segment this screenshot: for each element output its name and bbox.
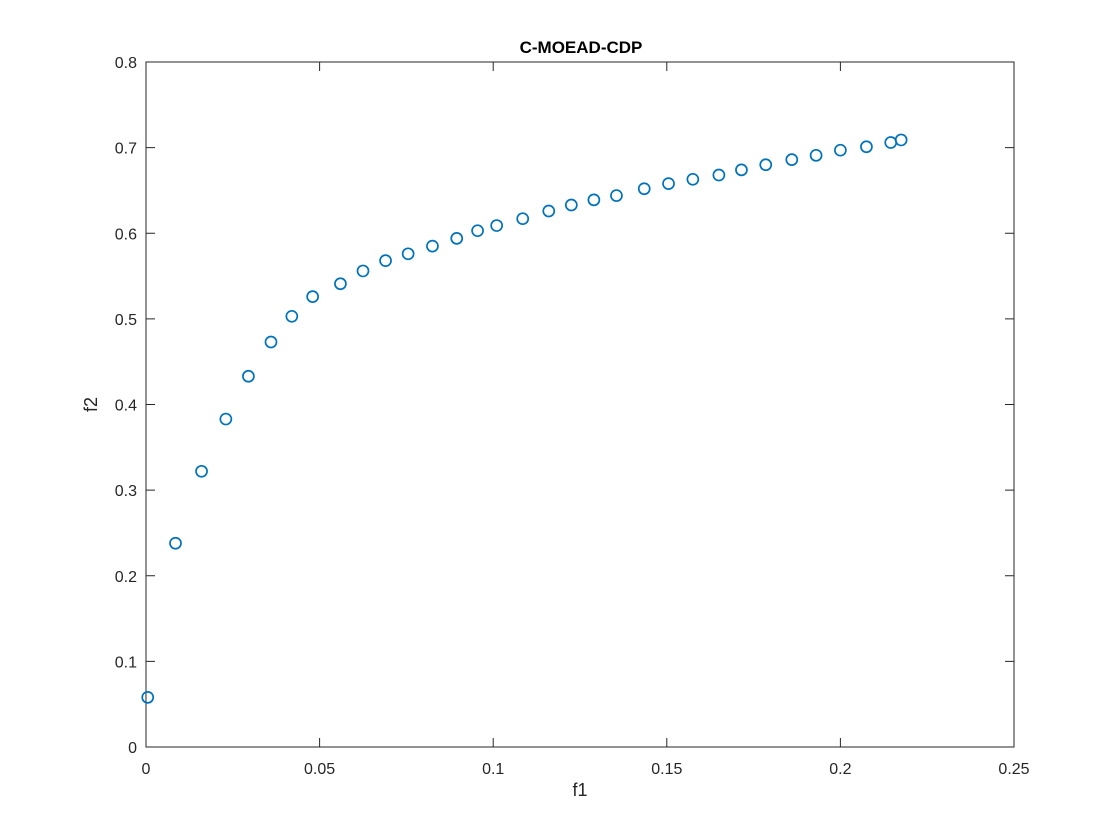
- data-point: [834, 143, 847, 157]
- data-point: [516, 212, 530, 226]
- data-point: [809, 148, 823, 162]
- data-point: [542, 204, 556, 218]
- data-point: [356, 264, 370, 278]
- data-point: [490, 219, 504, 232]
- x-tick-label: 0.1: [482, 761, 504, 778]
- data-point: [785, 153, 799, 166]
- data-point: [285, 309, 299, 323]
- data-point: [379, 254, 392, 267]
- y-tick-label: 0.7: [115, 141, 137, 158]
- y-tick-label: 0.4: [115, 398, 137, 415]
- data-point: [759, 158, 773, 172]
- y-tick-label: 0.2: [115, 569, 137, 586]
- y-tick-label: 0.1: [115, 654, 137, 671]
- x-tick-label: 0.05: [304, 761, 335, 778]
- data-point: [141, 690, 155, 704]
- data-points: [141, 133, 908, 704]
- plot-area: [145, 61, 1015, 748]
- x-tick-label: 0.15: [651, 761, 682, 778]
- data-point: [169, 536, 182, 550]
- y-tick-label: 0.5: [115, 312, 137, 329]
- data-point: [564, 198, 578, 212]
- data-point: [306, 290, 320, 303]
- y-tick-label: 0: [128, 740, 137, 757]
- y-axis-label: f2: [81, 397, 101, 412]
- data-point: [662, 177, 675, 190]
- data-point: [471, 224, 484, 238]
- y-tick-label: 0.3: [115, 483, 137, 500]
- data-point: [894, 133, 908, 147]
- data-point: [219, 412, 233, 426]
- chart-title: C-MOEAD-CDP: [520, 38, 643, 57]
- data-point: [587, 193, 601, 207]
- data-point: [735, 163, 748, 177]
- y-tick-label: 0.6: [115, 226, 137, 243]
- x-tick-label: 0: [142, 761, 151, 778]
- data-point: [334, 277, 347, 291]
- data-point: [610, 189, 623, 202]
- data-point: [401, 247, 415, 261]
- data-point: [637, 182, 651, 196]
- x-tick-label: 0.2: [829, 761, 851, 778]
- data-point: [242, 369, 255, 383]
- data-point: [712, 168, 726, 182]
- data-point: [264, 335, 278, 349]
- data-point: [195, 464, 208, 478]
- y-axis: 0 0.1 0.2 0.3 0.4 0.5 0.6 0.7 0.8: [115, 55, 1014, 757]
- data-point: [860, 140, 873, 154]
- data-point: [686, 172, 700, 186]
- x-axis: 0 0.05 0.1 0.15 0.2 0.25: [142, 62, 1030, 778]
- data-point: [426, 239, 439, 253]
- y-tick-label: 0.8: [115, 55, 137, 72]
- x-axis-label: f1: [572, 780, 587, 800]
- data-point: [450, 232, 464, 245]
- x-tick-label: 0.25: [998, 761, 1029, 778]
